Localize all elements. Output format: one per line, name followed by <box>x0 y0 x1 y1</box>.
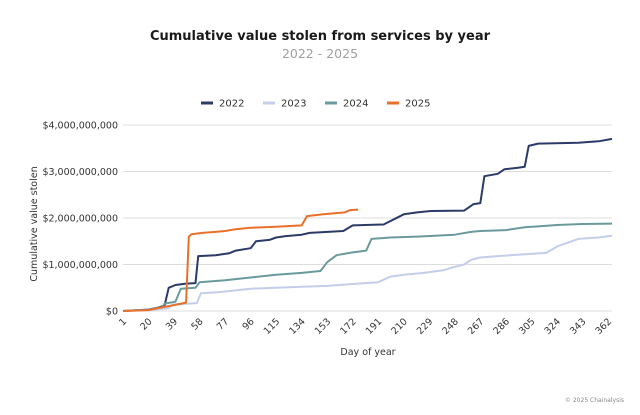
x-tick-label: 362 <box>593 316 614 337</box>
x-tick-label: 267 <box>466 316 487 337</box>
y-tick-label: $3,000,000,000 <box>42 167 118 178</box>
x-tick-label: 58 <box>189 316 205 332</box>
chart-title: Cumulative value stolen from services by… <box>150 29 491 44</box>
x-axis-ticks: 1 20 39 58 77 96 115 134 153 172 191 210 229 248 267 28… <box>117 316 614 337</box>
x-tick-label: 210 <box>389 316 410 337</box>
y-axis-ticks: $0 $1,000,000,000 $2,000,000,000 $3,000,000… <box>42 121 118 318</box>
series-line-2024 <box>122 222 613 312</box>
legend-label: 2025 <box>405 99 430 110</box>
x-tick-label: 324 <box>542 316 563 337</box>
x-tick-label: 115 <box>262 316 283 337</box>
legend-label: 2023 <box>281 99 306 110</box>
x-axis-label: Day of year <box>340 347 395 358</box>
x-tick-label: 229 <box>415 316 436 337</box>
x-tick-label: 96 <box>240 316 256 332</box>
series-lines <box>122 137 613 312</box>
y-axis-label: Cumulative value stolen <box>29 166 40 281</box>
legend-label: 2022 <box>219 99 244 110</box>
series-line-2023 <box>122 234 613 312</box>
x-tick-label: 172 <box>338 316 359 337</box>
y-tick-label: $0 <box>106 307 118 318</box>
y-tick-label: $4,000,000,000 <box>42 121 118 132</box>
y-tick-label: $1,000,000,000 <box>42 260 118 271</box>
x-tick-label: 39 <box>164 316 180 332</box>
chart-subtitle: 2022 - 2025 <box>282 46 358 61</box>
x-tick-label: 286 <box>491 316 512 337</box>
series-line-2025 <box>122 208 359 312</box>
x-tick-label: 153 <box>313 316 334 337</box>
credit-text: © 2025 Chainalysis <box>565 397 624 404</box>
x-tick-label: 305 <box>517 316 538 337</box>
y-tick-label: $2,000,000,000 <box>42 214 118 225</box>
x-tick-label: 191 <box>364 316 385 337</box>
legend-label: 2024 <box>343 99 368 110</box>
legend: 2022 2023 2024 2025 <box>201 99 430 110</box>
gridlines <box>123 124 612 312</box>
x-tick-label: 77 <box>215 316 231 332</box>
x-tick-label: 20 <box>138 316 154 332</box>
x-tick-label: 248 <box>440 316 461 337</box>
x-tick-label: 343 <box>568 316 589 337</box>
x-tick-label: 1 <box>117 316 129 328</box>
x-tick-label: 134 <box>287 316 308 337</box>
